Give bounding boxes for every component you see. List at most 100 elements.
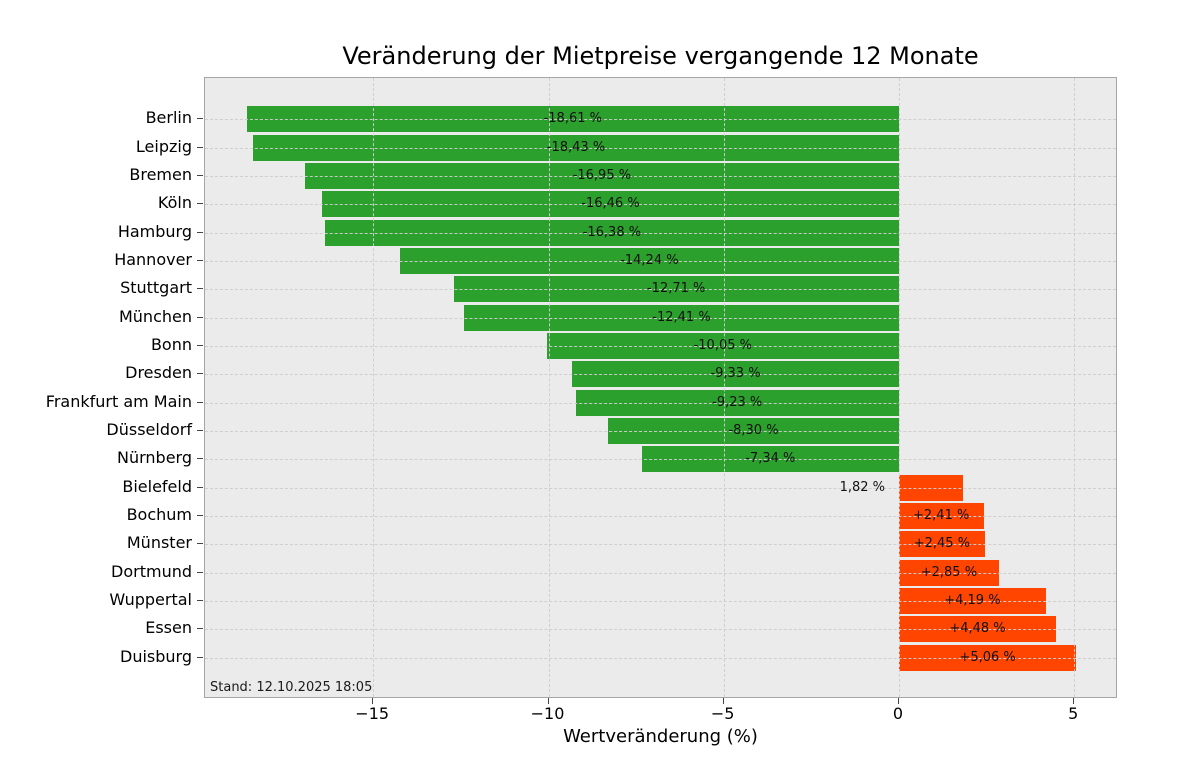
bar-value-label: -18,61 %: [543, 111, 602, 127]
x-tick-label: −10: [530, 704, 565, 723]
gridline-horizontal: [205, 374, 1116, 376]
y-axis-label-essen: Essen: [145, 618, 192, 638]
y-tick-mark: [197, 430, 203, 431]
bar-value-label: -8,30 %: [728, 423, 779, 438]
y-tick-mark: [197, 288, 203, 290]
bar-value-label: -12,71 %: [646, 281, 706, 297]
y-axis-label-leipzig: Leipzig: [135, 136, 192, 156]
y-axis-label-bonn: Bonn: [150, 335, 192, 354]
gridline-horizontal: [205, 119, 1116, 121]
x-tick-mark: [722, 698, 724, 704]
y-axis-label-dortmund: Dortmund: [111, 561, 192, 581]
gridline-horizontal: [205, 176, 1116, 177]
gridline-horizontal: [205, 317, 1116, 319]
bar-value-label: -10,05 %: [693, 338, 752, 353]
y-axis-label-bremen: Bremen: [129, 165, 192, 184]
bar-value-label: -16,38 %: [582, 224, 642, 240]
bar-value-label: +2,45 %: [913, 536, 971, 552]
bar-value-label: -14,24 %: [620, 253, 679, 268]
x-axis-title: Wertveränderung (%): [563, 726, 758, 747]
y-axis-label-hannover: Hannover: [114, 250, 192, 269]
y-tick-mark: [197, 231, 203, 233]
bar-value-label: +5,06 %: [959, 649, 1016, 665]
gridline-horizontal: [205, 544, 1116, 546]
gridline-horizontal: [205, 516, 1116, 517]
x-tick-mark: [547, 698, 549, 704]
y-tick-mark: [197, 628, 203, 630]
y-axis-label-k-ln: Köln: [157, 193, 192, 213]
y-axis-label-bochum: Bochum: [126, 505, 192, 524]
y-axis-label-m-nster: Münster: [126, 533, 192, 553]
plot-area: -18,61 % -18,43 % -16,95 % -16,46 % -16,38 %…: [204, 77, 1117, 698]
y-tick-mark: [197, 543, 203, 545]
y-axis-label-dresden: Dresden: [125, 363, 192, 383]
gridline-vertical: [1074, 78, 1076, 697]
gridline-vertical: [723, 78, 725, 697]
gridline-horizontal: [205, 289, 1116, 291]
gridline-vertical: [373, 78, 375, 697]
gridline-horizontal: [205, 629, 1116, 631]
y-axis-label-hamburg: Hamburg: [117, 221, 192, 241]
bar-value-label: -16,95 %: [572, 168, 632, 183]
chart-title: Veränderung der Mietpreise vergangende 1…: [342, 42, 979, 70]
gridline-horizontal: [205, 459, 1116, 461]
bar-value-label: +4,19 %: [944, 593, 1001, 608]
x-tick-mark: [372, 698, 374, 704]
gridline-horizontal: [205, 261, 1116, 262]
bar-value-label: +2,41 %: [913, 508, 970, 523]
gridline-horizontal: [205, 346, 1116, 347]
y-axis-label-m-nchen: München: [118, 306, 192, 326]
gridline-horizontal: [205, 487, 1116, 489]
y-axis-label-d-sseldorf: Düsseldorf: [106, 420, 192, 439]
y-axis-label-n-rnberg: Nürnberg: [117, 448, 192, 468]
y-tick-mark: [197, 345, 203, 346]
gridline-vertical: [899, 78, 900, 697]
y-tick-mark: [197, 316, 203, 318]
gridline-horizontal: [205, 402, 1116, 404]
x-tick-mark: [1073, 698, 1075, 704]
bar-value-label: -18,43 %: [546, 139, 606, 155]
gridline-vertical: [548, 78, 550, 697]
gridline-horizontal: [205, 232, 1116, 234]
y-axis-label-wuppertal: Wuppertal: [109, 590, 192, 609]
y-tick-mark: [197, 175, 203, 176]
y-tick-mark: [197, 515, 203, 516]
bar-value-label: -12,41 %: [652, 309, 711, 325]
y-tick-mark: [197, 571, 203, 573]
gridline-horizontal: [205, 657, 1116, 659]
x-tick-label: 5: [1068, 704, 1079, 723]
x-tick-label: 0: [892, 704, 904, 723]
bar-value-label: 1,82 %: [839, 479, 885, 495]
bar-value-label: +4,48 %: [949, 621, 1006, 637]
x-tick-label: −15: [355, 704, 390, 723]
y-tick-mark: [197, 203, 203, 205]
y-axis-label-frankfurt-am-main: Frankfurt am Main: [45, 391, 192, 411]
bar-value-label: -9,33 %: [710, 366, 761, 382]
y-axis-label-berlin: Berlin: [145, 108, 192, 128]
bar-value-label: +2,85 %: [920, 564, 978, 580]
data-timestamp-note: Stand: 12.10.2025 18:05: [210, 680, 373, 695]
y-axis-label-bielefeld: Bielefeld: [122, 476, 192, 496]
y-tick-mark: [197, 373, 203, 375]
y-tick-mark: [197, 458, 203, 460]
gridline-horizontal: [205, 204, 1116, 206]
y-tick-mark: [197, 401, 203, 403]
y-axis-label-stuttgart: Stuttgart: [120, 278, 192, 298]
gridline-horizontal: [205, 431, 1116, 432]
y-tick-mark: [197, 486, 203, 488]
y-tick-mark: [197, 260, 203, 261]
gridline-horizontal: [205, 601, 1116, 602]
x-tick-mark: [898, 698, 899, 704]
y-tick-mark: [197, 600, 203, 601]
bar-value-label: -7,34 %: [745, 451, 796, 467]
bar-value-label: -16,46 %: [581, 196, 640, 212]
y-tick-mark: [197, 656, 203, 658]
bar-value-label: -9,23 %: [712, 394, 763, 410]
gridline-horizontal: [205, 147, 1116, 149]
y-tick-mark: [197, 118, 203, 120]
y-axis-label-duisburg: Duisburg: [120, 646, 192, 666]
gridline-horizontal: [205, 572, 1116, 574]
x-tick-label: −5: [710, 704, 735, 723]
y-tick-mark: [197, 146, 203, 148]
